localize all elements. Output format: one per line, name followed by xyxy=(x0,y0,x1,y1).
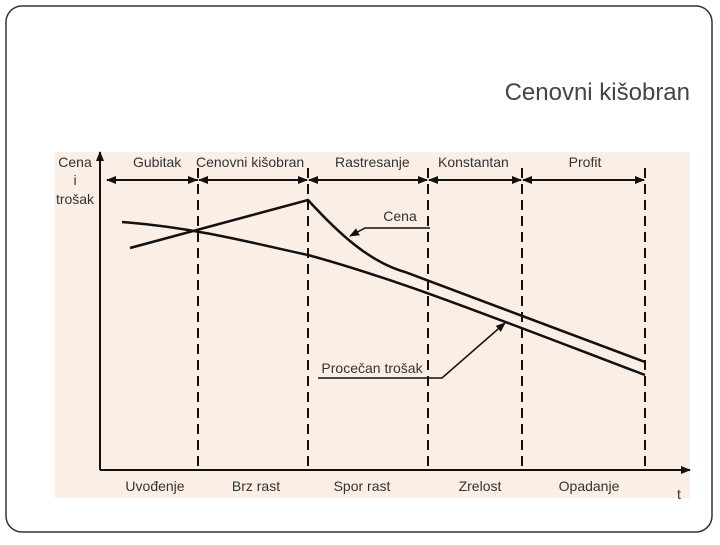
phase-label: Rastresanje xyxy=(335,154,410,170)
stage-label: Brz rast xyxy=(232,478,280,494)
diagram-background xyxy=(55,152,690,498)
phase-label: Cenovni kišobran xyxy=(196,154,304,170)
axes xyxy=(96,151,691,474)
y-label-line: Cena xyxy=(58,154,92,170)
curves xyxy=(121,198,646,377)
top-phase-labels: Gubitak Cenovni kišobran Rastresanje Kon… xyxy=(133,154,601,170)
cost-label: Procečan trošak xyxy=(321,360,423,376)
slide-title: Cenovni kišobran xyxy=(505,79,690,106)
phase-label: Gubitak xyxy=(133,154,182,170)
phase-dividers xyxy=(197,168,646,470)
phase-label: Profit xyxy=(569,154,602,170)
phase-label: Konstantan xyxy=(438,154,509,170)
stage-labels: Uvođenje Brz rast Spor rast Zrelost Opad… xyxy=(125,478,619,494)
y-label-line: i xyxy=(73,172,76,188)
stage-label: Opadanje xyxy=(559,478,620,494)
stage-label: Zrelost xyxy=(459,478,502,494)
price-curve xyxy=(129,198,646,364)
annotation-lines xyxy=(318,227,506,379)
stage-label: Uvođenje xyxy=(125,478,184,494)
y-label-line: trošak xyxy=(56,191,95,207)
price-label: Cena xyxy=(383,208,417,224)
y-axis-label: Cena i trošak xyxy=(56,154,95,207)
stage-label: Spor rast xyxy=(334,478,391,494)
cost-curve xyxy=(121,220,646,377)
x-axis-label: t xyxy=(677,486,681,502)
